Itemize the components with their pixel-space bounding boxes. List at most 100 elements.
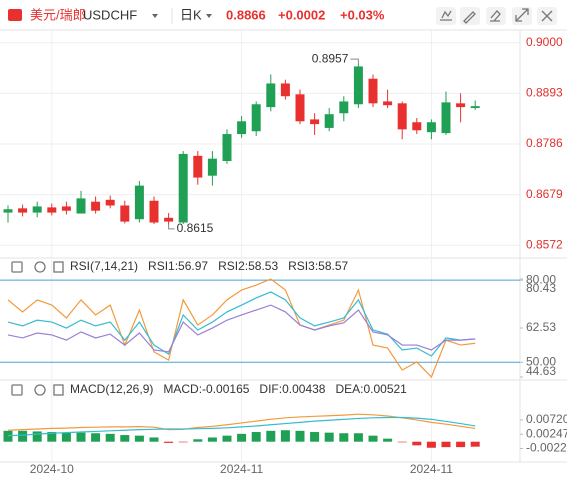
tool-button[interactable] (460, 7, 480, 25)
candle-body (470, 106, 480, 109)
rsi-legend (11, 261, 64, 273)
y-tick-label: 44.63 (526, 364, 556, 378)
macd-bar (237, 433, 247, 442)
candle-body (18, 208, 28, 213)
low-label: 0.8615 (177, 221, 214, 235)
y-tick-label: 0.8893 (526, 86, 563, 100)
eye-icon[interactable] (11, 384, 23, 396)
legend-entry: RSI1:56.97 (148, 259, 208, 273)
candle-body (120, 205, 130, 222)
collapse-icon[interactable] (53, 261, 64, 273)
macd-bar (207, 437, 217, 442)
series-line (7, 304, 476, 353)
macd-bar (120, 435, 130, 442)
macd-bar (368, 435, 378, 442)
tool-button[interactable] (512, 7, 532, 25)
macd-bar (164, 441, 174, 443)
high-label: 0.8957 (312, 51, 349, 65)
y-tick-label: -0.00225 (526, 441, 567, 455)
settings-icon[interactable] (34, 261, 46, 273)
macd-bar (295, 430, 305, 442)
candle-body (353, 66, 363, 105)
y-tick-label: 80.00 (526, 272, 556, 286)
candle-body (222, 134, 232, 162)
macd-bar (441, 441, 451, 448)
candle-body (61, 206, 71, 211)
macd-bar (324, 432, 334, 442)
candle-body (412, 122, 422, 131)
macd-bar (310, 432, 320, 442)
candle-body (426, 122, 436, 133)
macd-bar (251, 432, 261, 442)
candle-body (251, 104, 261, 132)
x-tick-label: 2024-11 (410, 462, 453, 476)
macd-bar (280, 430, 290, 442)
macd-bar (426, 441, 436, 448)
candle-body (105, 199, 115, 206)
x-tick-label: 2024-11 (220, 462, 263, 476)
tool-button[interactable] (537, 7, 557, 25)
macd-bar (353, 433, 363, 442)
candle-body (193, 155, 203, 178)
macd-bar (105, 433, 115, 442)
x-tick-label: 2024-10 (30, 462, 74, 476)
toolbar (436, 7, 557, 25)
macd-bar (397, 441, 407, 443)
eye-icon[interactable] (11, 261, 23, 273)
candle-body (339, 101, 349, 114)
tool-button[interactable] (436, 7, 456, 25)
y-tick-label: 0.9000 (526, 35, 563, 49)
candle-body (280, 83, 290, 97)
series-line (7, 278, 476, 379)
y-tick-label: 0.8679 (526, 187, 563, 201)
pair-name: 美元/瑞郎 (30, 7, 86, 22)
candle-body (310, 119, 320, 125)
macd-bar (32, 431, 42, 442)
candle-body (237, 121, 247, 135)
price-change: +0.0002 (278, 7, 325, 22)
macd-bar (178, 441, 188, 443)
macd-bar (412, 441, 422, 446)
macd-bar (61, 432, 71, 442)
macd-legend (11, 384, 64, 396)
candle-body (456, 103, 466, 108)
dropdown-arrow[interactable] (152, 14, 158, 18)
period[interactable]: 日K (180, 7, 202, 22)
last-price: 0.8866 (226, 7, 266, 22)
candle-body (295, 94, 305, 122)
candle-body (47, 207, 57, 213)
header-bar: 美元/瑞郎 USDCHF 日K 0.8866 +0.0002 +0.03% (8, 7, 557, 25)
candle-body (134, 185, 144, 220)
candle-body (266, 83, 276, 108)
panel-title: RSI(7,14,21) (70, 259, 138, 273)
macd-bar (134, 435, 144, 442)
candle-body (178, 153, 188, 223)
candle-body (91, 201, 101, 211)
y-tick-label: 62.53 (526, 320, 556, 334)
leader-line (350, 58, 359, 64)
candle-body (441, 102, 451, 134)
pair-symbol[interactable]: USDCHF (83, 7, 137, 22)
candle-body (207, 158, 217, 176)
series-line (7, 416, 476, 437)
collapse-icon[interactable] (53, 384, 64, 396)
legend-entry: MACD:-0.00165 (163, 382, 249, 396)
candle-body (149, 200, 159, 223)
macd-bar (3, 430, 13, 442)
macd-bar (383, 438, 393, 442)
candle-body (32, 206, 42, 213)
y-tick-label: 0.00247 (526, 426, 567, 440)
y-tick-label: 80.43 (526, 281, 556, 295)
series-line (7, 291, 476, 357)
candle-body (397, 103, 407, 130)
candle-body (368, 78, 378, 104)
macd-bar (18, 430, 28, 442)
settings-icon[interactable] (34, 384, 46, 396)
y-tick-label: 50.00 (526, 354, 556, 368)
dropdown-arrow[interactable] (206, 14, 212, 18)
legend-entry: RSI2:58.53 (218, 259, 278, 273)
tool-button[interactable] (486, 7, 506, 25)
macd-bar (456, 441, 466, 448)
